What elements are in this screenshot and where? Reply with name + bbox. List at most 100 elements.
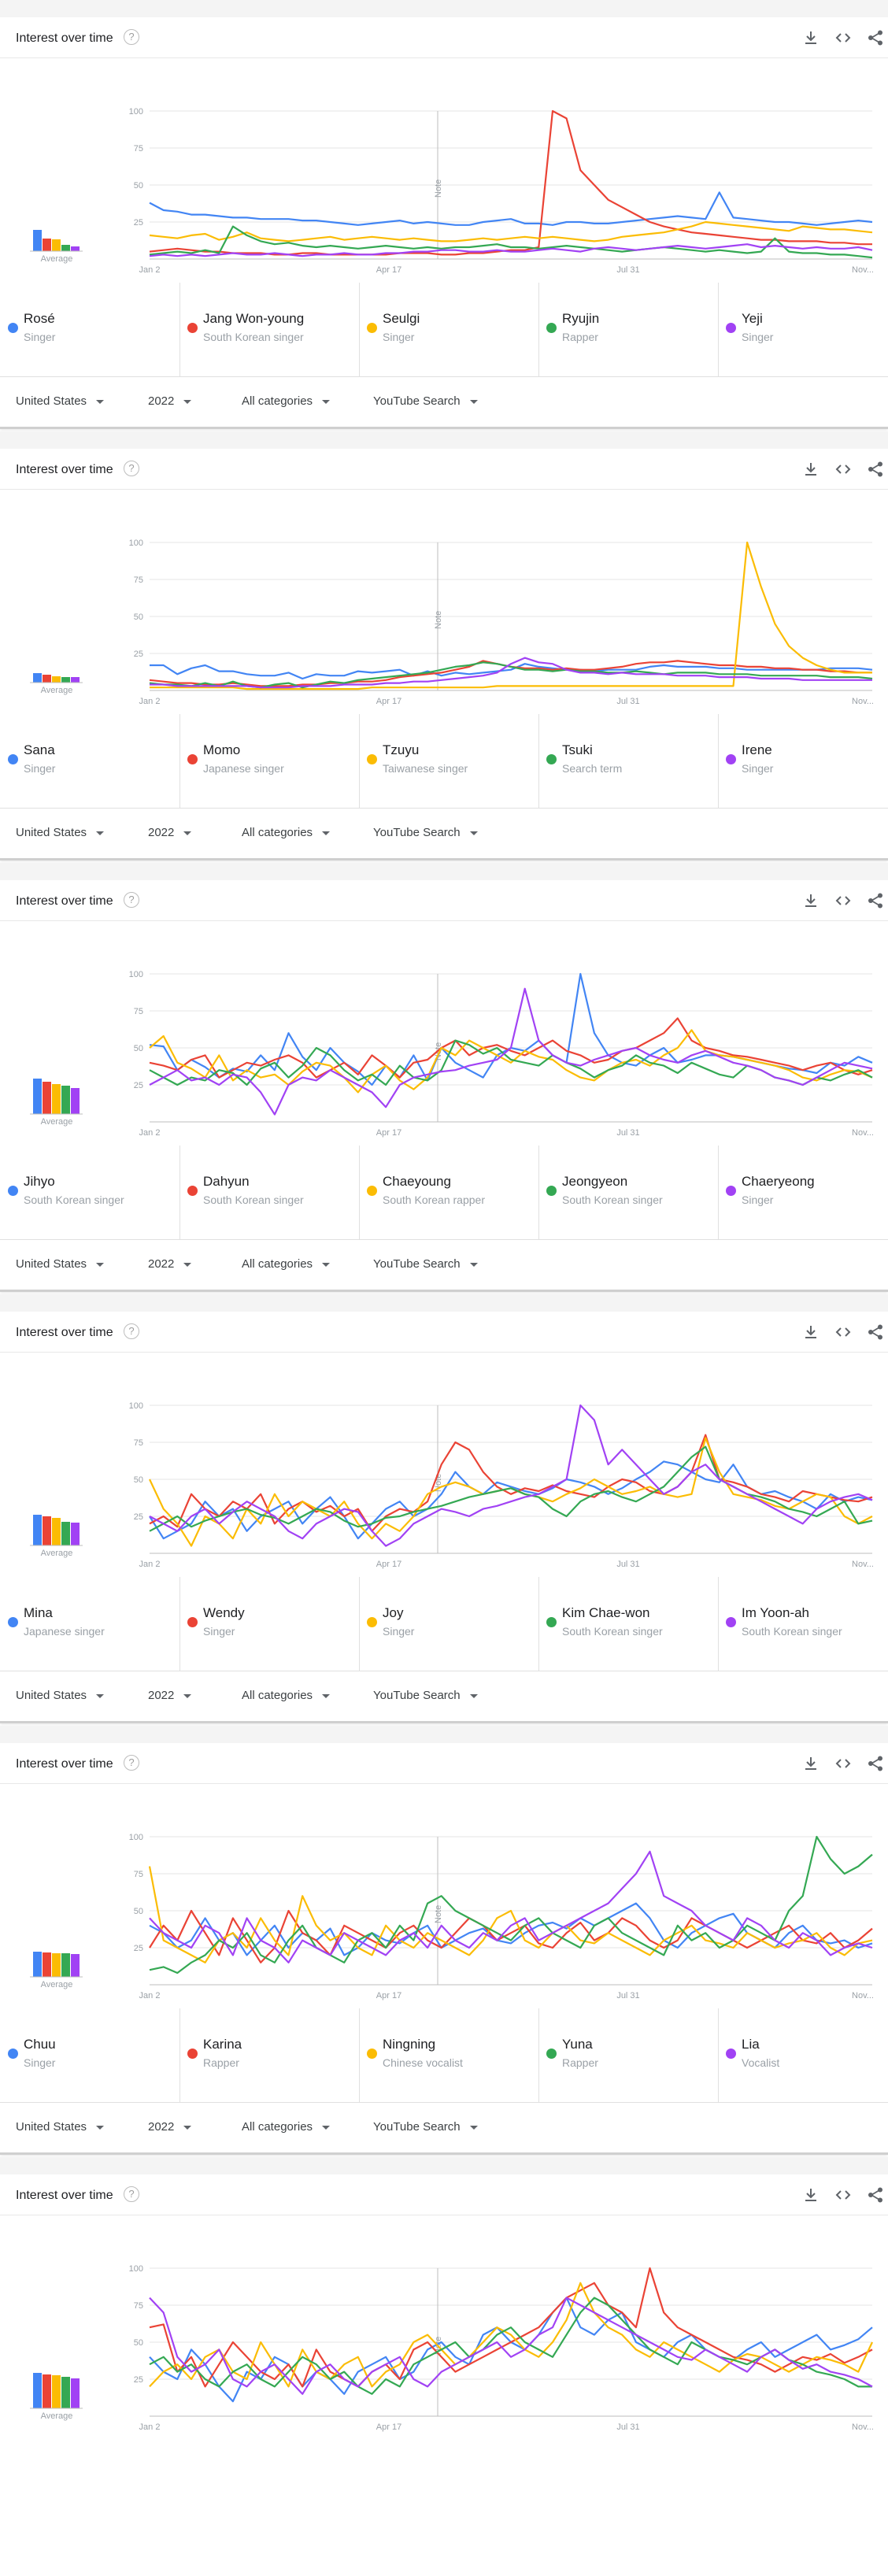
year-select[interactable]: 2022 (148, 1689, 192, 1702)
property-select[interactable]: YouTube Search (373, 826, 478, 839)
share-icon[interactable] (866, 1754, 885, 1773)
term-3-chip[interactable]: Tzuyu Taiwanese singer (359, 714, 538, 809)
average-bar-4 (61, 2377, 70, 2408)
term-3-chip[interactable]: Chaeyoung South Korean rapper (359, 1146, 538, 1240)
x-tick-label: Jan 2 (139, 1560, 161, 1569)
term-4-chip[interactable]: Kim Chae-won South Korean singer (538, 1577, 718, 1671)
term-5-chip[interactable]: Im Yoon-ah South Korean singer (718, 1577, 888, 1671)
location-select[interactable]: United States (16, 1257, 105, 1271)
term-1-chip[interactable]: Mina Japanese singer (0, 1577, 179, 1671)
embed-icon-glyph (835, 896, 851, 905)
caret-down-icon (469, 831, 478, 835)
embed-icon[interactable] (834, 460, 853, 479)
property-select[interactable]: YouTube Search (373, 1689, 478, 1702)
term-divider (538, 1146, 539, 1240)
note-label[interactable]: Note (434, 611, 443, 629)
term-5-chip[interactable]: Chaeryeong Singer (718, 1146, 888, 1240)
term-4-chip[interactable]: Jeongyeon South Korean singer (538, 1146, 718, 1240)
term-4-chip[interactable]: Ryujin Rapper (538, 283, 718, 377)
y-tick-label: 100 (129, 2264, 143, 2274)
download-icon-glyph (805, 894, 816, 907)
download-icon[interactable] (801, 1754, 820, 1773)
embed-icon[interactable] (834, 1754, 853, 1773)
location-select[interactable]: United States (16, 826, 105, 839)
download-icon[interactable] (801, 460, 820, 479)
term-5-chip[interactable]: Lia Vocalist (718, 2008, 888, 2103)
year-select[interactable]: 2022 (148, 394, 192, 408)
term-2-chip[interactable]: Momo Japanese singer (179, 714, 359, 809)
category-select[interactable]: All categories (242, 394, 331, 408)
term-4-chip[interactable]: Tsuki Search term (538, 714, 718, 809)
property-select[interactable]: YouTube Search (373, 2120, 478, 2134)
download-icon[interactable] (801, 1323, 820, 1342)
download-icon[interactable] (801, 2186, 820, 2204)
card-title: Interest over time (16, 2189, 113, 2202)
property-select[interactable]: YouTube Search (373, 394, 478, 408)
term-1-chip[interactable]: Jihyo South Korean singer (0, 1146, 179, 1240)
location-select[interactable]: United States (16, 1689, 105, 1702)
term-2-chip[interactable]: Karina Rapper (179, 2008, 359, 2103)
download-icon[interactable] (801, 28, 820, 47)
caret-down-icon (322, 2125, 331, 2130)
term-type: Taiwanese singer (383, 762, 468, 775)
help-icon[interactable]: ? (124, 29, 139, 45)
term-3-chip[interactable]: Ningning Chinese vocalist (359, 2008, 538, 2103)
download-base (805, 905, 816, 907)
term-1-chip[interactable]: Chuu Singer (0, 2008, 179, 2103)
category-select[interactable]: All categories (242, 1689, 331, 1702)
share-icon[interactable] (866, 460, 885, 479)
series-color-dot (726, 1186, 736, 1196)
search-terms-row: Rosé Singer Jang Won-young South Korean sin… (0, 283, 888, 377)
note-label[interactable]: Note (434, 1905, 443, 1923)
series-line-2 (149, 109, 872, 256)
embed-icon[interactable] (834, 2186, 853, 2204)
interest-over-time-header: Interest over time? (0, 1743, 888, 1784)
share-node (878, 1766, 882, 1771)
category-select[interactable]: All categories (242, 826, 331, 839)
series-color-dot (187, 1186, 198, 1196)
embed-icon[interactable] (834, 1323, 853, 1342)
term-5-chip[interactable]: Yeji Singer (718, 283, 888, 377)
year-select[interactable]: 2022 (148, 826, 192, 839)
series-line-3 (149, 220, 873, 242)
series-line-1 (149, 1460, 873, 1540)
term-5-chip[interactable]: Irene Singer (718, 714, 888, 809)
share-icon[interactable] (866, 891, 885, 910)
term-2-chip[interactable]: Wendy Singer (179, 1577, 359, 1671)
category-select[interactable]: All categories (242, 1257, 331, 1271)
term-type: Singer (24, 2056, 56, 2069)
download-icon[interactable] (801, 891, 820, 910)
embed-icon[interactable] (834, 891, 853, 910)
year-select[interactable]: 2022 (148, 2120, 192, 2134)
help-icon[interactable]: ? (124, 2186, 139, 2202)
share-node (878, 1756, 882, 1761)
help-icon[interactable]: ? (124, 461, 139, 476)
embed-icon[interactable] (834, 28, 853, 47)
help-icon[interactable]: ? (124, 1755, 139, 1771)
help-icon[interactable]: ? (124, 1323, 139, 1339)
caret-down-icon (183, 1262, 192, 1267)
term-2-chip[interactable]: Jang Won-young South Korean singer (179, 283, 359, 377)
term-type: Singer (742, 762, 774, 775)
year-select[interactable]: 2022 (148, 1257, 192, 1271)
property-select[interactable]: YouTube Search (373, 1257, 478, 1271)
term-3-chip[interactable]: Joy Singer (359, 1577, 538, 1671)
series-color-dot (726, 323, 736, 333)
note-label[interactable]: Note (434, 180, 443, 198)
term-1-chip[interactable]: Rosé Singer (0, 283, 179, 377)
help-icon[interactable]: ? (124, 892, 139, 908)
category-select[interactable]: All categories (242, 2120, 331, 2134)
term-2-chip[interactable]: Dahyun South Korean singer (179, 1146, 359, 1240)
location-select[interactable]: United States (16, 394, 105, 408)
term-1-chip[interactable]: Sana Singer (0, 714, 179, 809)
series-color-dot (546, 1617, 557, 1627)
share-icon[interactable] (866, 1323, 885, 1342)
term-name: Rosé (24, 311, 55, 326)
series-line-5 (149, 1404, 873, 1547)
term-3-chip[interactable]: Seulgi Singer (359, 283, 538, 377)
share-icon[interactable] (866, 28, 885, 47)
term-type: South Korean singer (562, 1625, 663, 1638)
location-select[interactable]: United States (16, 2120, 105, 2134)
term-4-chip[interactable]: Yuna Rapper (538, 2008, 718, 2103)
share-icon[interactable] (866, 2186, 885, 2204)
